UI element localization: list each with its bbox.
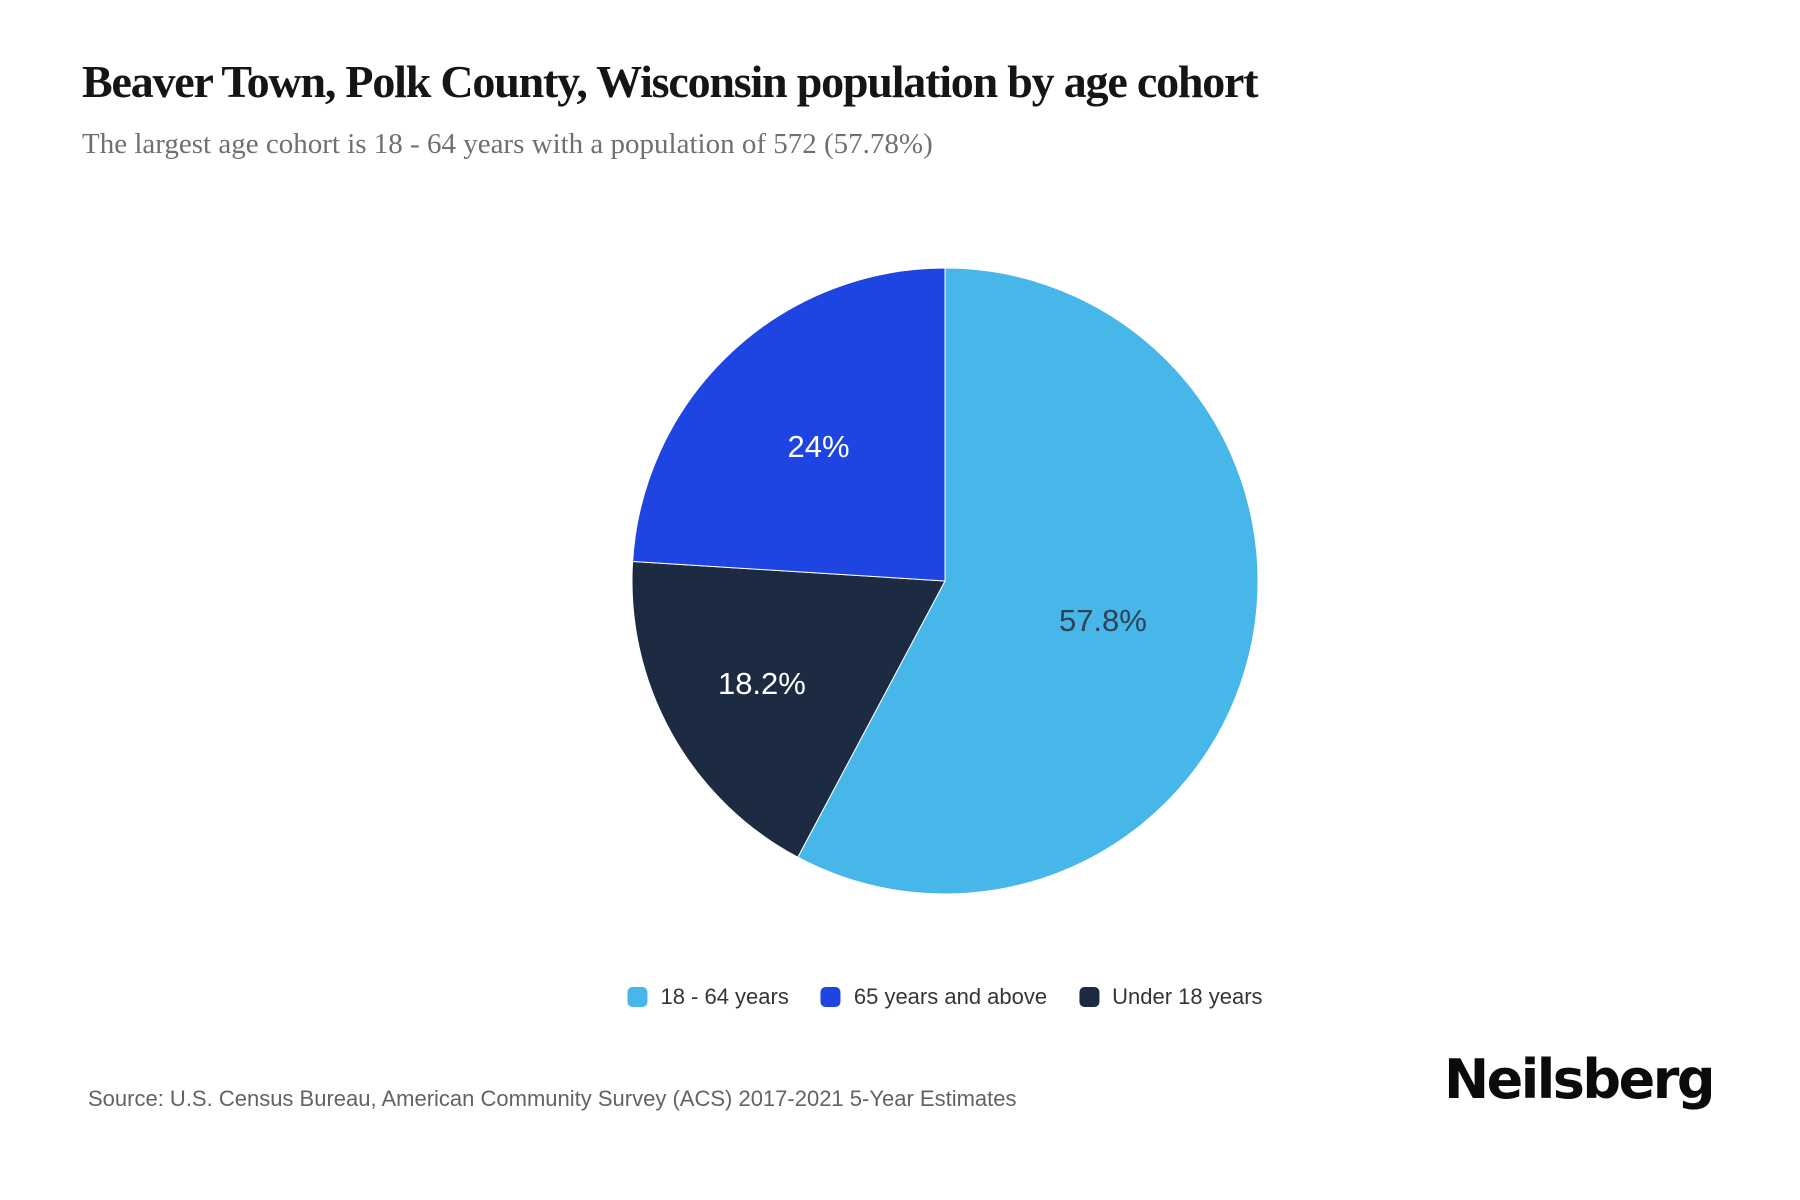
pie-chart-area: 57.8% 18.2% 24% (595, 231, 1295, 931)
chart-title: Beaver Town, Polk County, Wisconsin popu… (82, 56, 1259, 107)
pie-slice-18-64-years[interactable] (797, 267, 1259, 895)
pie-slice-65-years-and-above[interactable] (632, 267, 946, 582)
pie-slice-under-18-years[interactable] (631, 560, 946, 858)
legend-swatch-under-18-years (1079, 987, 1100, 1007)
legend-label: 18 - 64 years (660, 984, 789, 1009)
chart-subtitle: The largest age cohort is 18 - 64 years … (82, 128, 933, 160)
legend-label: Under 18 years (1112, 984, 1263, 1009)
legend-item-under-18-years[interactable]: Under 18 years (1079, 984, 1263, 1010)
slice-label-under-18-years: 18.2% (718, 666, 806, 701)
legend-label: 65 years and above (853, 984, 1048, 1009)
pie-chart: 57.8% 18.2% 24% (631, 267, 1259, 895)
legend: 18 - 64 years 65 years and above Under 18 … (627, 984, 1263, 1010)
slice-label-65-years-and-above: 24% (788, 429, 850, 464)
legend-item-65-years-and-above[interactable]: 65 years and above (820, 984, 1048, 1010)
brand-logo: Neilsberg (1443, 1048, 1716, 1111)
legend-item-18-64-years[interactable]: 18 - 64 years (627, 984, 789, 1010)
source-attribution: Source: U.S. Census Bureau, American Com… (88, 1086, 1017, 1111)
legend-swatch-18-64-years (627, 987, 648, 1007)
legend-swatch-65-years-and-above (820, 987, 841, 1007)
slice-label-18-64-years: 57.8% (1059, 603, 1147, 638)
